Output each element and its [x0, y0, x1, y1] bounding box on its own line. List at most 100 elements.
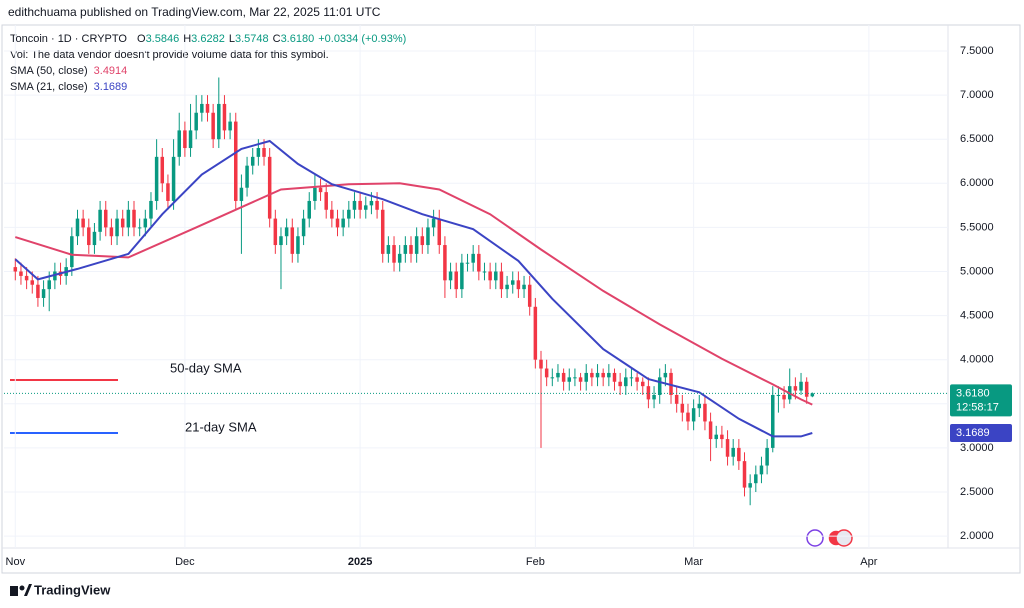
publisher-line: edithchuama published on TradingView.com… [8, 5, 381, 19]
candle-body [19, 271, 23, 276]
candle-body [313, 187, 317, 201]
price-tag-label: 12:58:17 [956, 401, 999, 413]
candle-body [431, 218, 436, 228]
footer-brand: TradingView [34, 582, 111, 597]
candle-body [437, 218, 442, 246]
candle-body [516, 280, 521, 290]
candle-body [420, 236, 425, 246]
candle-body [403, 245, 408, 254]
y-tick-label: 6.0000 [960, 177, 994, 189]
candle-body [234, 121, 238, 201]
candle-body [386, 245, 391, 254]
candle-body [166, 183, 170, 201]
candle-body [392, 245, 396, 263]
candle-body [222, 103, 227, 131]
candle-body [330, 209, 334, 219]
candle-body [205, 103, 210, 113]
x-tick-label: Feb [526, 556, 545, 568]
y-tick-label: 7.0000 [960, 89, 994, 101]
candle-body [284, 227, 289, 237]
candle-body [793, 386, 798, 391]
candle-body [556, 372, 560, 378]
sma-line [14, 139, 813, 438]
candle-body [471, 253, 475, 263]
candle-body [414, 236, 419, 254]
y-tick-label: 2.5000 [960, 486, 994, 498]
candle-body [737, 447, 741, 462]
candle-body [290, 227, 295, 254]
quote-item: H [183, 33, 191, 45]
candle-body [652, 394, 656, 400]
candle-body [87, 227, 91, 246]
candle-body [30, 280, 35, 285]
candle-body [183, 130, 187, 149]
candle-body [137, 227, 142, 229]
candle-body [465, 262, 470, 264]
candle-body [657, 377, 662, 395]
candle-body [697, 403, 702, 409]
candle-body [550, 377, 555, 379]
symbol: Toncoin · 1D · CRYPTO [10, 33, 127, 45]
candle-body [149, 200, 153, 219]
candle-body [279, 236, 283, 246]
candle-body [143, 218, 148, 228]
x-tick-label: Apr [860, 556, 877, 568]
x-tick-label: Mar [684, 556, 703, 568]
candle-body [24, 275, 29, 281]
candle-body [154, 156, 159, 201]
candle-body [561, 372, 566, 382]
chart-frame [1, 24, 1021, 574]
legend-value: 3.1689 [94, 81, 128, 93]
legend-name: SMA (50, close) [10, 65, 88, 77]
candle-body [799, 381, 803, 391]
candle-body [573, 377, 577, 379]
y-tick-label: 3.0000 [960, 442, 994, 454]
candle-body [680, 403, 685, 413]
y-tick-label: 6.5000 [960, 133, 994, 145]
candle-body [810, 393, 815, 397]
candle-body [262, 148, 266, 157]
legend-name: SMA (21, close) [10, 81, 88, 93]
candle-body [748, 483, 752, 488]
candle-body [714, 434, 718, 440]
candle-body [81, 218, 85, 228]
price-tag [950, 384, 1012, 417]
candle-body [160, 156, 165, 184]
candle-body [703, 403, 707, 422]
candle-body [194, 112, 198, 131]
quote-item: 3.6180 [281, 33, 315, 45]
quote: O3.5846 H3.6282 L3.5748 C3.6180 +0.0334 (+0.… [137, 33, 406, 45]
candle-body [686, 412, 690, 422]
quote-item: C [273, 33, 281, 45]
candle-body [115, 218, 119, 237]
candle-body [477, 253, 481, 272]
annotation: 50-day SMA [170, 360, 242, 375]
x-tick-label: 2025 [348, 556, 372, 568]
candle-body [245, 165, 249, 188]
candle-body [533, 306, 538, 360]
candle-body [126, 209, 131, 228]
candle-body [567, 377, 572, 382]
candle-body [92, 231, 97, 246]
candle-body [358, 200, 362, 210]
candle-body [804, 381, 809, 397]
y-tick-label: 7.5000 [960, 45, 994, 57]
candle-body [522, 284, 526, 290]
candle-body [759, 465, 764, 475]
candle-body [217, 103, 221, 140]
candle-body [273, 218, 278, 246]
candle-body [460, 262, 464, 290]
quote-item: O [137, 33, 146, 45]
candle-body [646, 386, 651, 400]
sma-line [15, 182, 813, 406]
candle-body [510, 280, 515, 285]
candle-body [505, 284, 509, 290]
candle-body [380, 209, 385, 254]
volume-note: Vol: The data vendor doesn't provide vol… [10, 49, 329, 61]
candle-body [539, 359, 543, 369]
candle-body [629, 377, 634, 379]
candle-body [612, 372, 617, 382]
plot-area [4, 25, 948, 548]
